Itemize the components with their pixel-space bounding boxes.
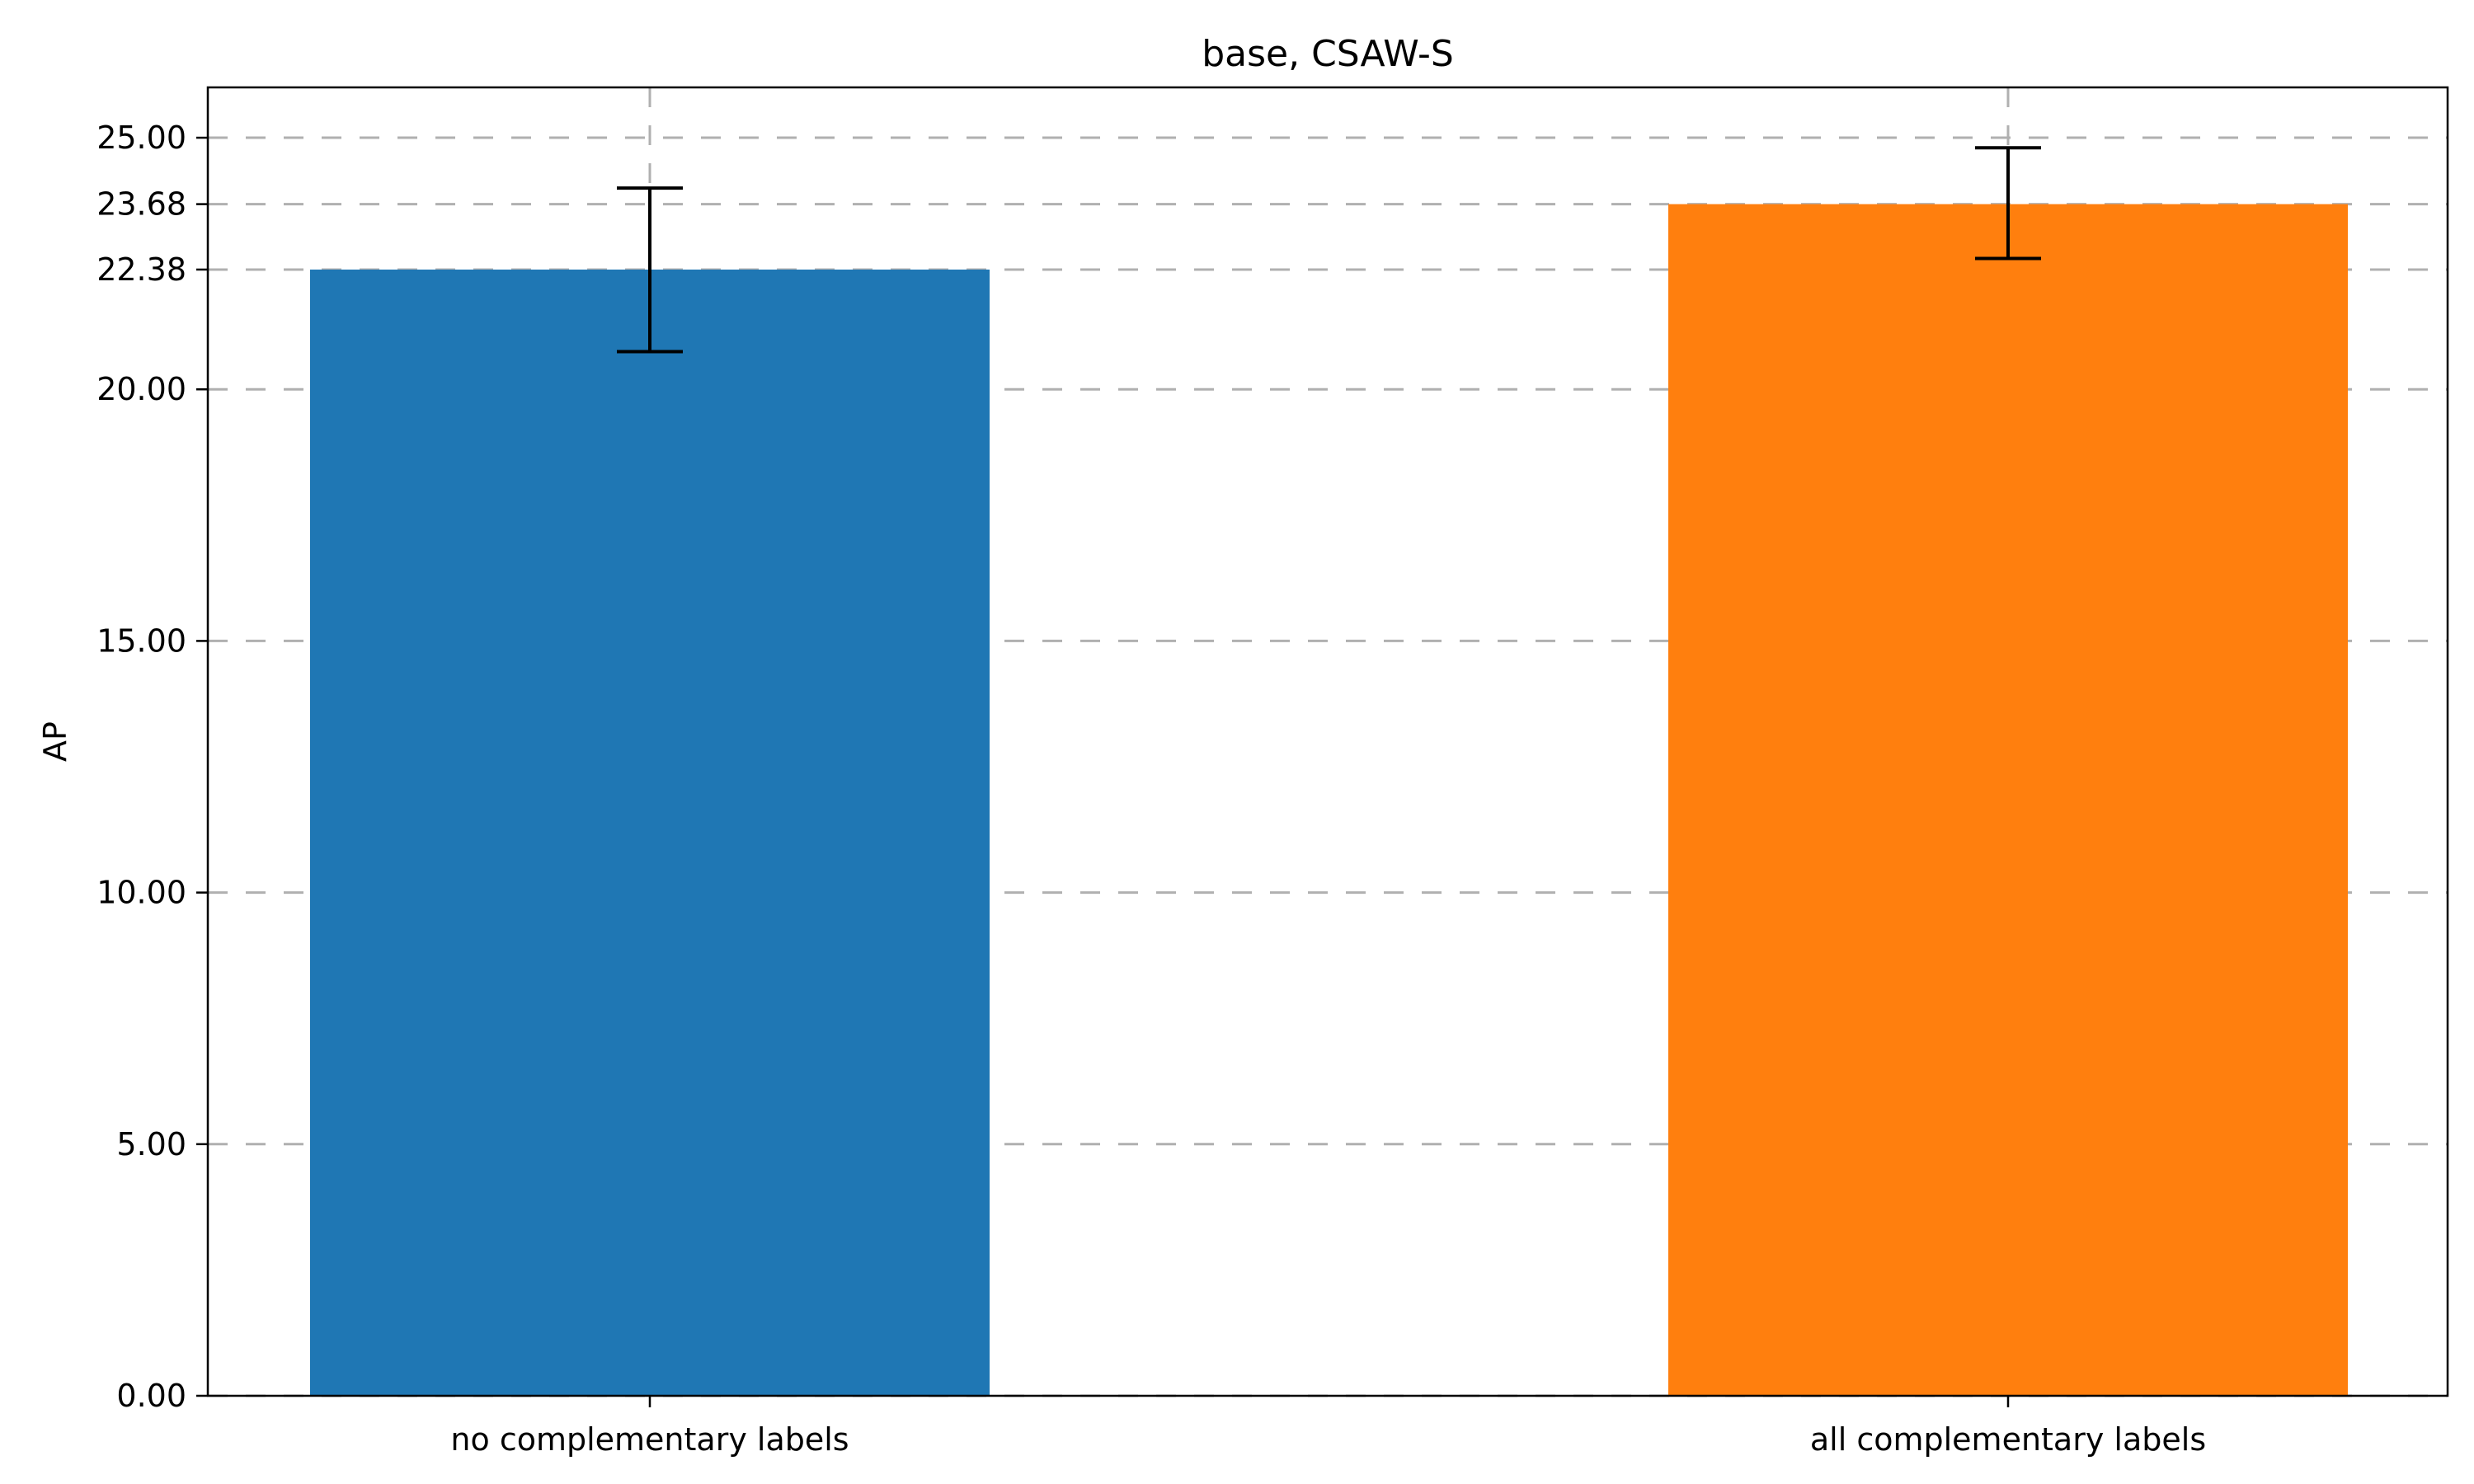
y-tick-label: 5.00 (116, 1126, 186, 1162)
plot-frame (206, 86, 2449, 1397)
x-tick-label: all complementary labels (1810, 1421, 2206, 1458)
bars (310, 204, 2348, 1396)
y-tick-label: 23.68 (96, 186, 186, 223)
error-bars (617, 146, 2041, 354)
x-tick-label: no complementary labels (450, 1421, 849, 1458)
y-tick-label: 25.00 (96, 120, 186, 156)
y-ticks: 0.00 5.00 10.00 15.00 20.00 22.38 23.68 25.00 (96, 120, 208, 1414)
y-tick-label: 20.00 (96, 371, 186, 407)
y-tick-label: 22.38 (96, 251, 186, 288)
bar-1 (1668, 204, 2348, 1396)
chart-title: base, CSAW-S (1202, 33, 1454, 75)
y-tick-label: 10.00 (96, 875, 186, 911)
y-tick-label: 15.00 (96, 622, 186, 659)
x-ticks: no complementary labels all complementary… (450, 1396, 2206, 1458)
y-axis-label: AP (37, 721, 73, 762)
y-tick-label: 0.00 (116, 1378, 186, 1414)
bar-0 (310, 269, 990, 1396)
axes (206, 86, 2449, 1397)
